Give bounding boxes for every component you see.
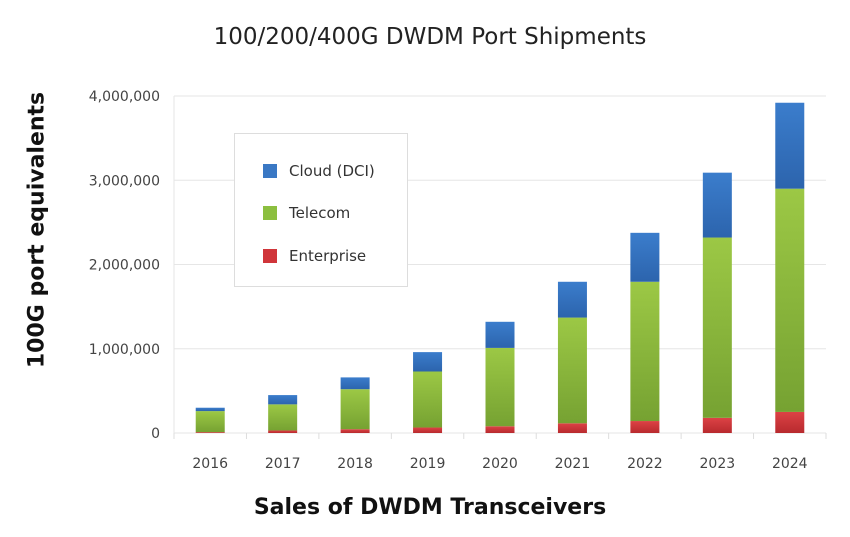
legend-label-telecom: Telecom <box>289 204 351 222</box>
bar-cloud-dci-2024 <box>775 102 805 189</box>
legend-label-enterprise: Enterprise <box>289 247 367 265</box>
bar-telecom-2021 <box>557 317 587 424</box>
legend-item-enterprise: Enterprise <box>263 247 366 265</box>
x-axis-label: Sales of DWDM Transceivers <box>253 495 607 520</box>
x-tick-label: 2020 <box>482 456 518 472</box>
legend-swatch-enterprise <box>263 249 277 263</box>
bar-enterprise-2016 <box>195 432 225 433</box>
x-tick-label: 2021 <box>555 456 591 472</box>
bar-cloud-dci-2017 <box>268 395 298 405</box>
legend-swatch-cloud <box>263 164 277 178</box>
x-tick-label: 2023 <box>700 456 736 472</box>
bar-enterprise-2021 <box>557 423 587 433</box>
y-tick-label: 1,000,000 <box>89 342 160 358</box>
legend-label-cloud: Cloud (DCI) <box>289 162 375 180</box>
bar-telecom-2024 <box>775 188 805 412</box>
bar-cloud-dci-2016 <box>195 407 225 412</box>
bar-cloud-dci-2019 <box>413 352 443 372</box>
bar-enterprise-2023 <box>702 417 732 433</box>
bar-telecom-2020 <box>485 347 515 427</box>
bar-telecom-2018 <box>340 389 370 430</box>
legend-item-telecom: Telecom <box>263 204 350 222</box>
x-tick-label: 2024 <box>772 456 808 472</box>
legend: Cloud (DCI) Telecom Enterprise <box>234 133 408 287</box>
x-tick-label: 2022 <box>627 456 663 472</box>
bar-cloud-dci-2020 <box>485 321 515 348</box>
x-tick-label: 2016 <box>192 456 228 472</box>
y-tick-label: 0 <box>151 426 160 442</box>
legend-item-cloud: Cloud (DCI) <box>263 162 375 180</box>
bar-telecom-2016 <box>195 411 225 433</box>
chart-title: 100/200/400G DWDM Port Shipments <box>213 24 647 50</box>
bar-telecom-2022 <box>630 281 660 422</box>
y-tick-label: 4,000,000 <box>89 89 160 105</box>
bar-enterprise-2017 <box>268 430 298 433</box>
bar-telecom-2017 <box>268 404 298 431</box>
legend-swatch-telecom <box>263 206 277 220</box>
bar-enterprise-2024 <box>775 411 805 433</box>
bar-cloud-dci-2021 <box>557 281 587 318</box>
y-tick-label: 2,000,000 <box>89 258 160 274</box>
y-tick-label: 3,000,000 <box>89 173 160 189</box>
bar-cloud-dci-2023 <box>702 172 732 238</box>
bar-enterprise-2019 <box>413 427 443 433</box>
bar-enterprise-2020 <box>485 426 515 433</box>
x-tick-label: 2017 <box>265 456 301 472</box>
bar-cloud-dci-2018 <box>340 377 370 390</box>
x-tick-label: 2018 <box>337 456 373 472</box>
bar-enterprise-2018 <box>340 429 370 433</box>
bar-cloud-dci-2022 <box>630 232 660 282</box>
bar-enterprise-2022 <box>630 421 660 433</box>
x-tick-label: 2019 <box>410 456 446 472</box>
bar-telecom-2019 <box>413 371 443 428</box>
bar-telecom-2023 <box>702 237 732 418</box>
